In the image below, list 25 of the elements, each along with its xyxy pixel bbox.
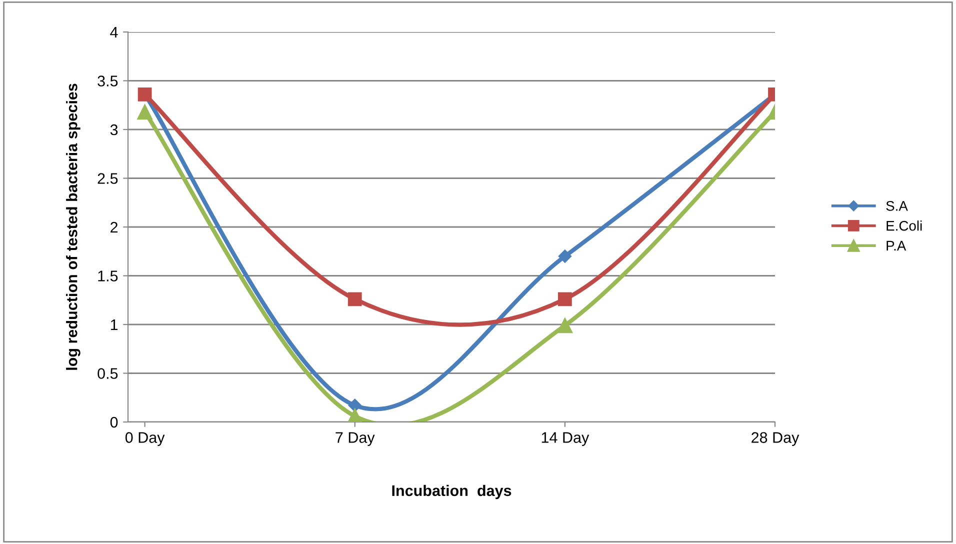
legend-label: P.A <box>886 240 906 250</box>
y-tick-label: 0 <box>110 416 118 428</box>
legend-label: E.Coli <box>886 220 922 231</box>
y-tick-label: 1 <box>110 320 118 330</box>
point <box>348 398 362 412</box>
y-axis-title: log reduction of tested bacteria species <box>66 84 80 370</box>
x-tick-label: 7 Day <box>336 432 375 446</box>
point <box>557 318 573 334</box>
x-axis-title: Incubation days <box>392 484 512 500</box>
point <box>348 292 362 306</box>
y-tick-label: 3 <box>110 124 118 136</box>
legend-label: S.A <box>886 201 908 211</box>
x-tick-label: 28 Day <box>752 432 800 446</box>
y-tick-label: 1.5 <box>98 270 118 282</box>
y-tick-label: 0.5 <box>98 368 118 379</box>
x-tick-label: 0 Day <box>125 432 165 446</box>
point <box>558 250 572 263</box>
y-tick-label: 4 <box>110 27 118 38</box>
point <box>558 292 572 306</box>
y-tick-label: 3.5 <box>98 76 118 86</box>
y-tick-label: 2 <box>110 222 118 233</box>
point <box>137 104 152 120</box>
y-tick-label: 2.5 <box>98 173 118 184</box>
x-tick-label: 14 Day <box>542 432 590 446</box>
point <box>347 408 363 422</box>
